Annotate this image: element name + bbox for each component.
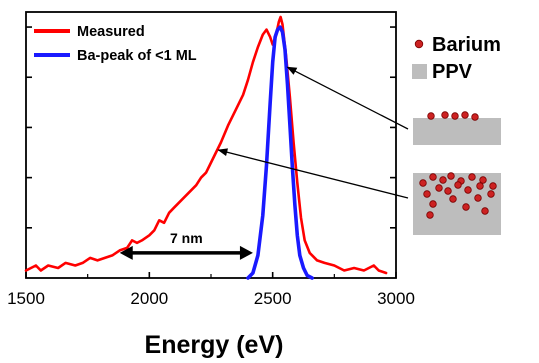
barium-dot: [444, 187, 452, 195]
barium-dot: [441, 111, 449, 119]
x-tick-label-3000: 3000: [377, 289, 415, 308]
x-axis-ticks: [25, 272, 397, 278]
x-tick-label-1500: 1500: [7, 289, 45, 308]
barium-dot: [423, 190, 431, 198]
barium-dot: [449, 195, 457, 203]
annotation-label-7nm: 7 nm: [170, 230, 203, 246]
inset-surface-barium: [413, 111, 501, 145]
bulk-barium-dots: [419, 172, 497, 219]
side-legend-label-ppv: PPV: [432, 61, 473, 83]
arrowhead-right: [239, 245, 253, 260]
series-line-ba-peak: [246, 25, 314, 280]
barium-dot: [439, 176, 447, 184]
barium-dot: [481, 207, 489, 215]
barium-dot: [479, 176, 487, 184]
barium-dot: [451, 112, 459, 120]
barium-dot: [426, 211, 434, 219]
x-tick-label-2000: 2000: [130, 289, 168, 308]
legend-label-measured: Measured: [77, 24, 145, 40]
barium-dot: [419, 179, 427, 187]
barium-dot: [454, 181, 462, 189]
x-axis-tick-labels: 1500 2000 2500 3000: [7, 289, 415, 308]
barium-dot: [489, 182, 497, 190]
barium-dot: [468, 173, 476, 181]
annotation-layer: 7 nm: [119, 230, 253, 260]
surface-barium-dots: [427, 111, 479, 121]
barium-dot: [435, 184, 443, 192]
ppv-layer-surface: [413, 118, 501, 145]
barium-dot: [447, 172, 455, 180]
inset-pointer-arrows: [217, 66, 409, 199]
ppv-square-icon: [412, 64, 427, 79]
annotation-7nm: 7 nm: [119, 230, 253, 260]
side-legend: Barium PPV: [412, 34, 501, 83]
arrowhead-left: [119, 245, 133, 260]
barium-dot: [462, 203, 470, 211]
pointer-arrow-surface: [286, 66, 409, 130]
barium-dot: [474, 194, 482, 202]
pointer-arrow-bulk: [217, 148, 409, 199]
barium-dot: [427, 112, 435, 120]
legend: Measured Ba-peak of <1 ML: [34, 24, 197, 64]
x-axis-title: Energy (eV): [145, 331, 284, 359]
legend-label-ba-peak: Ba-peak of <1 ML: [77, 48, 197, 64]
barium-dot: [471, 113, 479, 121]
barium-dot: [461, 111, 469, 119]
series-layer: [24, 15, 388, 280]
barium-dot: [476, 182, 484, 190]
inset-bulk-barium: [413, 172, 501, 235]
barium-dot: [464, 186, 472, 194]
side-legend-label-barium: Barium: [432, 34, 501, 56]
series-line-measured: [24, 15, 388, 275]
barium-dot-icon: [414, 39, 424, 49]
y-axis-ticks: [26, 26, 396, 229]
barium-dot: [429, 200, 437, 208]
x-tick-label-2500: 2500: [254, 289, 292, 308]
barium-dot: [487, 190, 495, 198]
barium-dot: [429, 173, 437, 181]
